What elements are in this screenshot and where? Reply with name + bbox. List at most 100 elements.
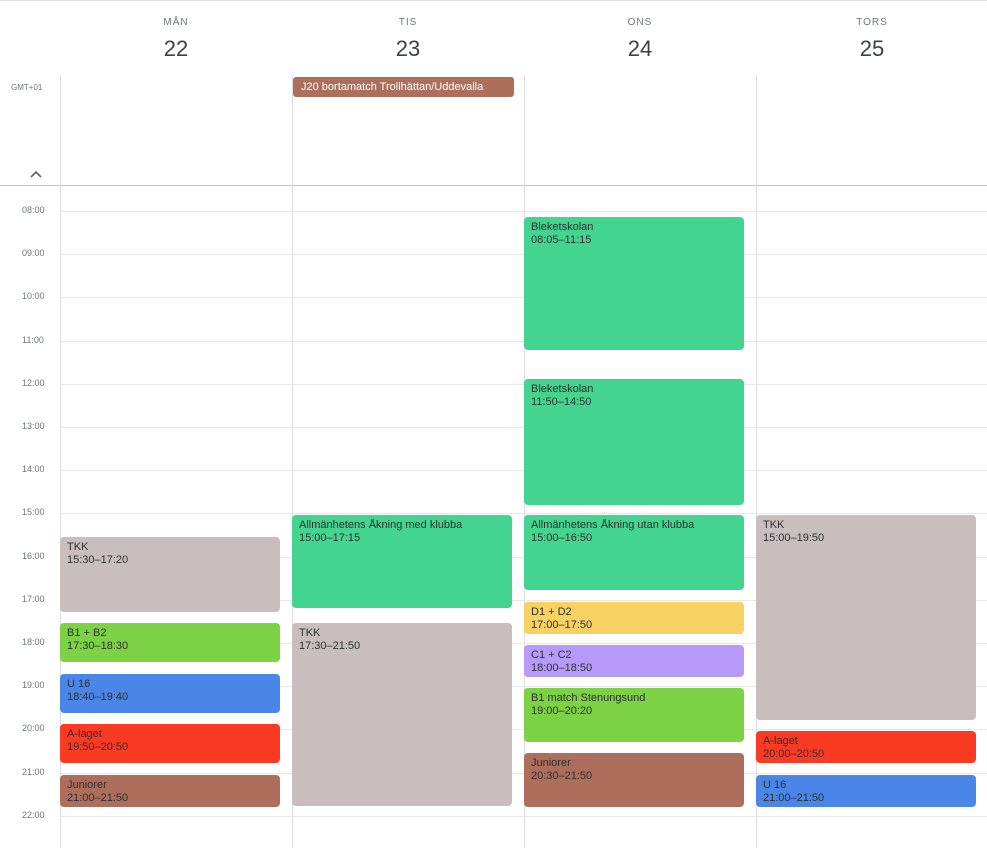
calendar-event[interactable]: D1 + D2 17:00–17:50 <box>524 602 744 634</box>
hour-gridline <box>60 254 987 255</box>
calendar-event[interactable]: B1 + B2 17:30–18:30 <box>60 623 280 662</box>
calendar-event[interactable]: Bleketskolan 08:05–11:15 <box>524 217 744 350</box>
collapse-all-day-button[interactable] <box>24 164 48 184</box>
calendar-event[interactable]: B1 match Stenungsund 19:00–20:20 <box>524 688 744 742</box>
day-header-3[interactable]: TORS 25 <box>756 0 987 75</box>
top-border <box>0 0 987 1</box>
day-number[interactable]: 24 <box>627 36 653 61</box>
hour-label: 15:00 <box>22 507 45 517</box>
hour-gridline <box>60 427 987 428</box>
event-time: 21:00–21:50 <box>763 792 825 804</box>
day-header-0[interactable]: MÅN 22 <box>60 0 292 75</box>
hour-gridline <box>60 297 987 298</box>
calendar-event[interactable]: Bleketskolan 11:50–14:50 <box>524 379 744 505</box>
hour-label: 17:00 <box>22 594 45 604</box>
hour-gridline <box>60 384 987 385</box>
event-time: 20:30–21:50 <box>531 770 593 782</box>
event-title: Allmänhetens Åkning utan klubba <box>531 519 695 531</box>
hour-gridline <box>60 513 987 514</box>
event-title: A-laget <box>763 735 798 747</box>
hour-label: 09:00 <box>22 248 45 258</box>
hour-gridline <box>60 557 987 558</box>
event-time: 15:00–19:50 <box>763 532 825 544</box>
event-time: 15:00–16:50 <box>531 532 593 544</box>
calendar-event[interactable]: TKK 17:30–21:50 <box>292 623 512 806</box>
hour-gridline <box>60 643 987 644</box>
event-title: TKK <box>299 627 321 639</box>
calendar-event[interactable]: U 16 21:00–21:50 <box>756 775 976 807</box>
event-time: 15:00–17:15 <box>299 532 361 544</box>
event-title: B1 match Stenungsund <box>531 692 646 704</box>
timezone-label: GMT+01 <box>11 83 43 92</box>
calendar-event[interactable]: Juniorer 21:00–21:50 <box>60 775 280 807</box>
hour-label: 21:00 <box>22 767 45 777</box>
hour-gridline <box>60 341 987 342</box>
day-name: MÅN <box>163 17 189 28</box>
all-day-event[interactable]: J20 bortamatch Trollhättan/Uddevalla <box>293 77 514 97</box>
event-title: U 16 <box>67 678 91 690</box>
calendar-event[interactable]: Juniorer 20:30–21:50 <box>524 753 744 807</box>
hour-label: 19:00 <box>22 680 45 690</box>
calendar-event[interactable]: Allmänhetens Åkning utan klubba 15:00–16:… <box>524 515 744 590</box>
hour-gridline <box>60 600 987 601</box>
event-time: 08:05–11:15 <box>531 234 592 246</box>
event-time: 15:30–17:20 <box>67 554 129 566</box>
calendar-event[interactable]: TKK 15:00–19:50 <box>756 515 976 720</box>
hour-gridline <box>60 816 987 817</box>
event-time: 17:30–18:30 <box>67 640 129 652</box>
day-number[interactable]: 23 <box>395 36 421 61</box>
event-time: 21:00–21:50 <box>67 792 129 804</box>
hour-gridline <box>60 470 987 471</box>
day-number[interactable]: 22 <box>163 36 189 61</box>
hour-label: 10:00 <box>22 291 45 301</box>
column-divider <box>756 76 757 848</box>
hour-label: 11:00 <box>22 335 44 345</box>
event-time: 19:00–20:20 <box>531 705 593 717</box>
event-time: 18:40–19:40 <box>67 691 129 703</box>
day-number[interactable]: 25 <box>859 36 885 61</box>
day-header-2[interactable]: ONS 24 <box>524 0 756 75</box>
hour-label: 20:00 <box>22 723 45 733</box>
hour-label: 14:00 <box>22 464 45 474</box>
event-title: Allmänhetens Åkning med klubba <box>299 519 463 531</box>
event-title: Bleketskolan <box>531 383 594 395</box>
event-time: 18:00–18:50 <box>531 662 593 674</box>
event-time: 11:50–14:50 <box>531 396 592 408</box>
hour-label: 22:00 <box>22 810 45 820</box>
day-name: TORS <box>856 17 888 28</box>
column-divider <box>60 76 61 848</box>
event-title: TKK <box>67 541 89 553</box>
hour-label: 13:00 <box>22 421 45 431</box>
calendar-event[interactable]: TKK 15:30–17:20 <box>60 537 280 612</box>
event-title: Juniorer <box>531 757 571 769</box>
hour-gridline <box>60 773 987 774</box>
calendar-event[interactable]: U 16 18:40–19:40 <box>60 674 280 713</box>
all-day-separator <box>0 185 987 186</box>
event-title: U 16 <box>763 779 787 791</box>
hour-gridline <box>60 729 987 730</box>
event-time: 17:30–21:50 <box>299 640 361 652</box>
event-time: 19:50–20:50 <box>67 741 129 753</box>
event-time: 20:00–20:50 <box>763 748 825 760</box>
event-time: 17:00–17:50 <box>531 619 593 631</box>
hour-gridline <box>60 686 987 687</box>
day-header-1[interactable]: TIS 23 <box>292 0 524 75</box>
hour-label: 08:00 <box>22 205 45 215</box>
day-name: TIS <box>398 17 418 28</box>
hour-gridline <box>60 211 987 212</box>
hour-label: 12:00 <box>22 378 45 388</box>
event-title: TKK <box>763 519 785 531</box>
event-title: C1 + C2 <box>531 649 572 661</box>
event-title: Bleketskolan <box>531 221 594 233</box>
calendar-event[interactable]: A-laget 20:00–20:50 <box>756 731 976 763</box>
day-name: ONS <box>627 17 653 28</box>
event-title: A-laget <box>67 728 102 740</box>
hour-label: 18:00 <box>22 637 45 647</box>
event-title: D1 + D2 <box>531 606 572 618</box>
chevron-up-icon <box>30 170 42 178</box>
calendar-event[interactable]: C1 + C2 18:00–18:50 <box>524 645 744 677</box>
event-title: Juniorer <box>67 779 107 791</box>
calendar-event[interactable]: A-laget 19:50–20:50 <box>60 724 280 763</box>
column-divider <box>292 76 293 848</box>
calendar-event[interactable]: Allmänhetens Åkning med klubba 15:00–17:1… <box>292 515 512 608</box>
